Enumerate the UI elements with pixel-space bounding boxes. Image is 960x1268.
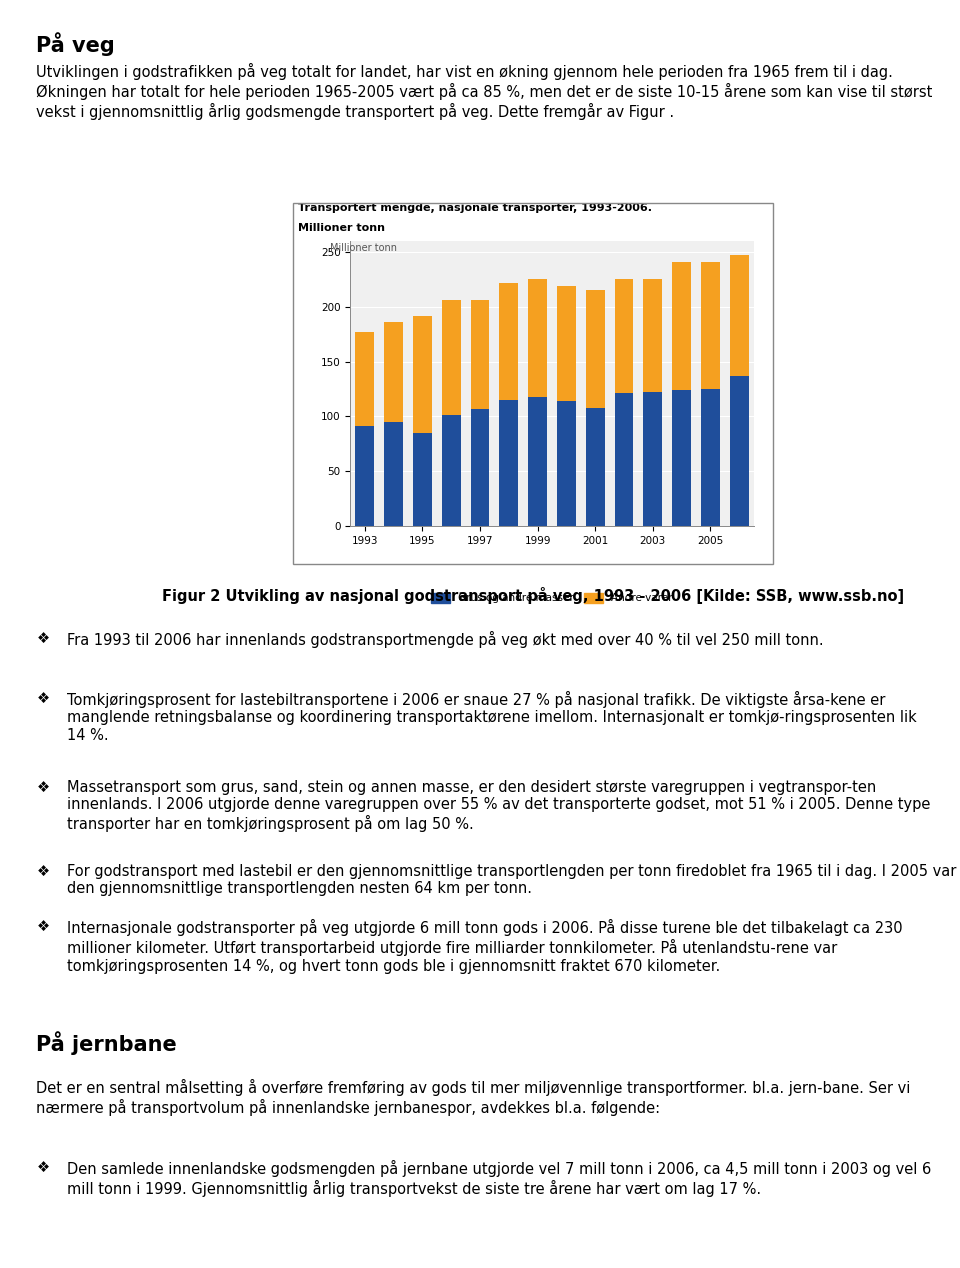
Text: ❖: ❖ (36, 780, 50, 795)
Text: Tomkjøringsprosent for lastebiltransportene i 2006 er snaue 27 % på nasjonal tra: Tomkjøringsprosent for lastebiltransport… (67, 691, 917, 743)
Bar (413, 316, 432, 432)
Bar (557, 285, 576, 401)
Text: ❖: ❖ (36, 919, 50, 935)
Bar (499, 283, 518, 399)
Text: ❖: ❖ (36, 1160, 50, 1175)
Legend: Grus og andre masser, Andre varer: Grus og andre masser, Andre varer (428, 590, 676, 606)
Text: Internasjonale godstransporter på veg utgjorde 6 mill tonn gods i 2006. På disse: Internasjonale godstransporter på veg ut… (67, 919, 902, 974)
Bar (528, 279, 547, 397)
Text: Det er en sentral målsetting å overføre fremføring av gods til mer miljøvennlige: Det er en sentral målsetting å overføre … (36, 1079, 911, 1116)
Bar (643, 392, 662, 526)
Text: Transportert mengde, nasjonale transporter, 1993-2006.: Transportert mengde, nasjonale transport… (298, 203, 652, 213)
Bar (672, 391, 691, 526)
Bar (614, 279, 634, 393)
Bar (701, 389, 720, 526)
Bar (470, 408, 490, 526)
Bar (470, 301, 490, 408)
Text: Figur 2 Utvikling av nasjonal godstransport på veg, 1993 - 2006 [Kilde: SSB, www: Figur 2 Utvikling av nasjonal godstransp… (161, 587, 904, 604)
Text: For godstransport med lastebil er den gjennomsnittlige transportlengden per tonn: For godstransport med lastebil er den gj… (67, 864, 956, 896)
Text: Millioner tonn: Millioner tonn (330, 243, 397, 254)
Text: Fra 1993 til 2006 har innenlands godstransportmengde på veg økt med over 40 % ti: Fra 1993 til 2006 har innenlands godstra… (67, 631, 824, 648)
Bar (586, 290, 605, 408)
Bar (384, 422, 403, 526)
Bar (701, 261, 720, 389)
Text: ❖: ❖ (36, 691, 50, 706)
Bar (643, 279, 662, 392)
Bar (614, 393, 634, 526)
Text: Utviklingen i godstrafikken på veg totalt for landet, har vist en økning gjennom: Utviklingen i godstrafikken på veg total… (36, 63, 933, 120)
Bar (384, 322, 403, 422)
Bar (442, 416, 461, 526)
Text: På jernbane: På jernbane (36, 1031, 178, 1055)
Text: ❖: ❖ (36, 631, 50, 647)
Text: ❖: ❖ (36, 864, 50, 879)
Bar (557, 401, 576, 526)
Bar (730, 255, 749, 375)
Bar (499, 399, 518, 526)
Text: Millioner tonn: Millioner tonn (298, 223, 385, 233)
Text: Den samlede innenlandske godsmengden på jernbane utgjorde vel 7 mill tonn i 2006: Den samlede innenlandske godsmengden på … (67, 1160, 931, 1197)
Text: På veg: På veg (36, 32, 115, 56)
Bar (672, 261, 691, 391)
Bar (355, 332, 374, 426)
Bar (442, 301, 461, 416)
Bar (355, 426, 374, 526)
Bar (528, 397, 547, 526)
Bar (413, 432, 432, 526)
Text: Massetransport som grus, sand, stein og annen masse, er den desidert største var: Massetransport som grus, sand, stein og … (67, 780, 930, 832)
Bar (586, 408, 605, 526)
Bar (730, 375, 749, 526)
